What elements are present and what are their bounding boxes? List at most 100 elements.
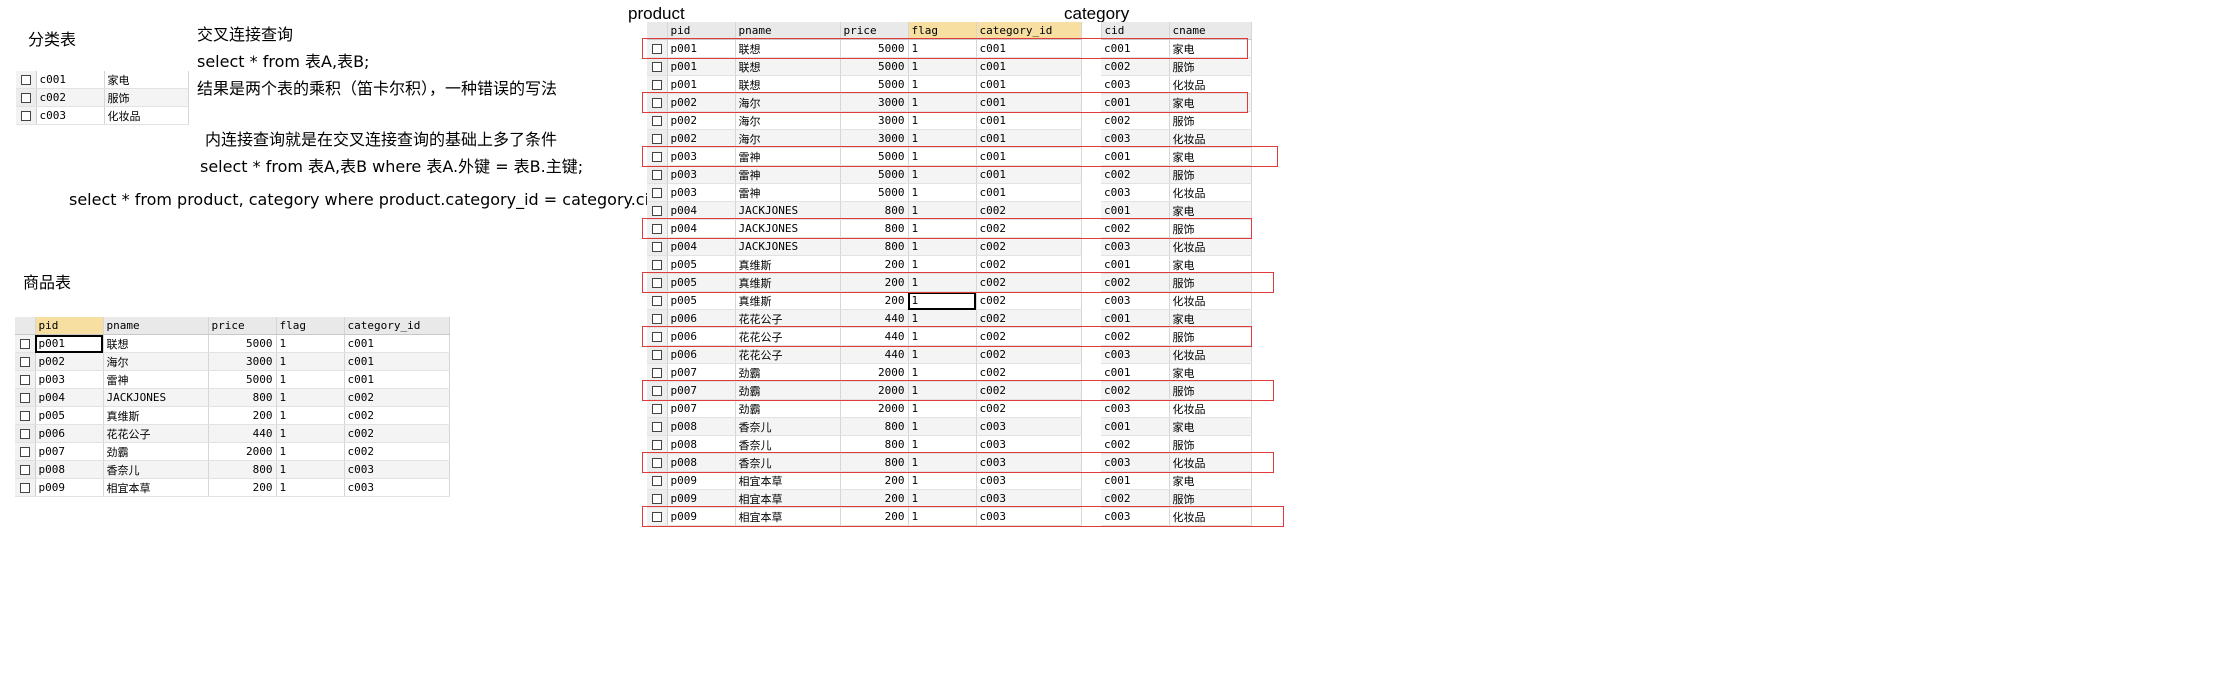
table-cell[interactable]: c002	[1101, 489, 1170, 508]
table-cell[interactable]: 家电	[1169, 363, 1252, 382]
table-cell[interactable]: 1	[908, 309, 977, 328]
checkbox-icon[interactable]	[651, 170, 662, 180]
table-cell[interactable]: p008	[667, 453, 736, 472]
row-selector[interactable]	[15, 334, 36, 353]
table-cell[interactable]: 2000	[840, 363, 909, 382]
table-cell[interactable]: 1	[908, 489, 977, 508]
table-cell[interactable]: 2000	[208, 442, 277, 461]
checkbox-icon[interactable]	[651, 152, 662, 162]
table-cell[interactable]: 真维斯	[735, 255, 841, 274]
table-cell[interactable]: 真维斯	[103, 406, 209, 425]
table-cell[interactable]: c001	[1101, 417, 1170, 436]
checkbox-icon[interactable]	[651, 386, 662, 396]
table-cell[interactable]: 化妆品	[1169, 345, 1252, 364]
table-cell[interactable]: 花花公子	[103, 424, 209, 443]
row-selector[interactable]	[647, 39, 668, 58]
row-selector[interactable]	[647, 363, 668, 382]
table-cell[interactable]: 200	[208, 478, 277, 497]
table-cell[interactable]: c001	[1101, 147, 1170, 166]
table-cell[interactable]: c003	[1101, 237, 1170, 256]
table-cell[interactable]: 家电	[1169, 255, 1252, 274]
table-row[interactable]: p008 香奈儿 800 1 c003	[15, 460, 450, 479]
table-cell[interactable]: c003	[976, 453, 1082, 472]
table-cell[interactable]: p007	[667, 399, 736, 418]
table-cell[interactable]: 1	[908, 453, 977, 472]
row-selector[interactable]	[647, 237, 668, 256]
checkbox-icon[interactable]	[651, 206, 662, 216]
row-selector[interactable]	[647, 435, 668, 454]
checkbox-icon[interactable]	[651, 242, 662, 252]
table-cell[interactable]: p005	[667, 273, 736, 292]
table-cell[interactable]: c003	[1101, 453, 1170, 472]
table-cell[interactable]: c001	[1101, 363, 1170, 382]
table-cell[interactable]: c002	[344, 388, 450, 407]
table-cell[interactable]: 相宜本草	[735, 507, 841, 526]
table-cell[interactable]: 800	[840, 219, 909, 238]
table-cell[interactable]: c003	[1101, 291, 1170, 310]
table-cell[interactable]: c002	[36, 88, 105, 107]
checkbox-icon[interactable]	[651, 296, 662, 306]
table-cell[interactable]: 服饰	[104, 88, 189, 107]
table-cell[interactable]: c002	[976, 309, 1082, 328]
table-cell[interactable]: 家电	[1169, 39, 1252, 58]
table-row[interactable]: p002 海尔 3000 1 c001 c001 家电	[647, 93, 1252, 112]
table-cell[interactable]: 1	[908, 345, 977, 364]
table-cell[interactable]: c002	[1101, 327, 1170, 346]
table-cell[interactable]: 化妆品	[1169, 507, 1252, 526]
checkbox-icon[interactable]	[19, 483, 30, 493]
table-cell[interactable]: 家电	[1169, 471, 1252, 490]
table-cell[interactable]: 1	[908, 327, 977, 346]
row-selector[interactable]	[15, 352, 36, 371]
table-row[interactable]: c003 化妆品	[16, 106, 189, 125]
table-cell[interactable]: c001	[1101, 201, 1170, 220]
table-row[interactable]: p004 JACKJONES 800 1 c002 c001 家电	[647, 201, 1252, 220]
table-cell[interactable]: p006	[35, 424, 104, 443]
table-cell[interactable]: 1	[276, 478, 345, 497]
table-cell[interactable]: p003	[667, 147, 736, 166]
table-cell[interactable]: 服饰	[1169, 435, 1252, 454]
table-cell[interactable]: 200	[840, 291, 909, 310]
row-selector[interactable]	[647, 453, 668, 472]
table-cell[interactable]: 服饰	[1169, 57, 1252, 76]
table-cell[interactable]: 化妆品	[1169, 75, 1252, 94]
table-cell[interactable]: 5000	[208, 370, 277, 389]
table-cell[interactable]: 200	[840, 471, 909, 490]
row-selector[interactable]	[647, 255, 668, 274]
table-cell[interactable]: p003	[667, 183, 736, 202]
table-cell[interactable]: 200	[840, 489, 909, 508]
table-cell[interactable]: 1	[908, 507, 977, 526]
row-selector[interactable]	[647, 57, 668, 76]
row-selector[interactable]	[647, 417, 668, 436]
table-cell[interactable]: 服饰	[1169, 381, 1252, 400]
table-cell[interactable]: 海尔	[735, 129, 841, 148]
row-selector[interactable]	[647, 129, 668, 148]
column-header[interactable]: pid	[35, 317, 104, 335]
table-cell[interactable]: 440	[840, 345, 909, 364]
table-cell[interactable]: 1	[908, 399, 977, 418]
table-cell[interactable]: p004	[667, 201, 736, 220]
table-cell[interactable]: 化妆品	[1169, 237, 1252, 256]
table-cell[interactable]: c002	[1101, 435, 1170, 454]
table-row[interactable]: p007 劲霸 2000 1 c002 c002 服饰	[647, 381, 1252, 400]
checkbox-icon[interactable]	[651, 350, 662, 360]
table-cell[interactable]: 1	[276, 388, 345, 407]
checkbox-icon[interactable]	[20, 75, 31, 85]
table-cell[interactable]: c001	[1101, 39, 1170, 58]
table-cell[interactable]: 联想	[735, 39, 841, 58]
table-cell[interactable]: 200	[840, 255, 909, 274]
table-cell[interactable]: 5000	[840, 39, 909, 58]
table-cell[interactable]: 家电	[1169, 147, 1252, 166]
table-cell[interactable]: c003	[1101, 399, 1170, 418]
row-selector[interactable]	[15, 460, 36, 479]
table-cell[interactable]: 1	[908, 57, 977, 76]
table-cell[interactable]: c001	[976, 39, 1082, 58]
table-row[interactable]: p005 真维斯 200 1 c002 c002 服饰	[647, 273, 1252, 292]
table-cell[interactable]: 2000	[840, 399, 909, 418]
table-row[interactable]: c001 家电	[16, 71, 189, 89]
table-cell[interactable]: 香奈儿	[735, 417, 841, 436]
table-cell[interactable]: 200	[208, 406, 277, 425]
checkbox-icon[interactable]	[651, 494, 662, 504]
table-cell[interactable]: 800	[840, 417, 909, 436]
table-cell[interactable]: 家电	[1169, 417, 1252, 436]
table-cell[interactable]: c003	[1101, 129, 1170, 148]
